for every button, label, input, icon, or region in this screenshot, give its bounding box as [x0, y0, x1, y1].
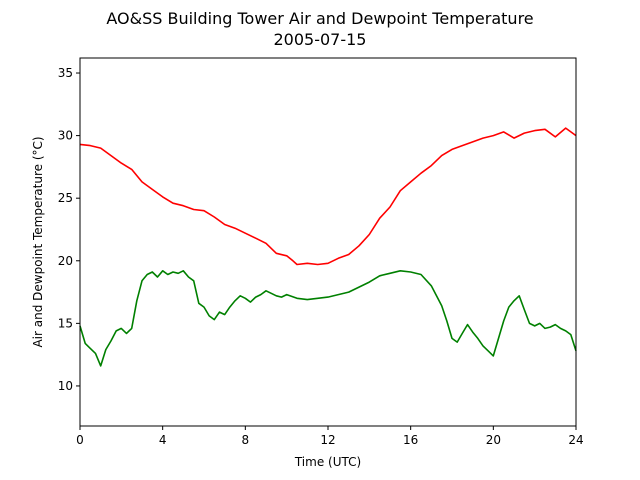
- y-tick-label: 10: [58, 379, 73, 393]
- x-tick-label: 20: [486, 433, 501, 447]
- y-tick-label: 25: [58, 191, 73, 205]
- x-tick-label: 24: [568, 433, 583, 447]
- axes-frame: [79, 57, 577, 427]
- y-axis-label: Air and Dewpoint Temperature (°C): [31, 136, 45, 347]
- chart-title: AO&SS Building Tower Air and Dewpoint Te…: [106, 9, 533, 28]
- y-tick-label: 20: [58, 254, 73, 268]
- y-tick-label: 35: [58, 66, 73, 80]
- series-line-0: [79, 127, 577, 266]
- x-tick-label: 8: [242, 433, 250, 447]
- series-layer: [79, 127, 577, 367]
- x-tick-label: 16: [403, 433, 418, 447]
- chart-subtitle: 2005-07-15: [274, 30, 367, 49]
- y-tick-label: 30: [58, 129, 73, 143]
- ticks-layer: 0 4 8 12 16 20 24 10 15 20 25 30 35: [58, 66, 584, 447]
- series-line-1: [79, 269, 577, 367]
- x-tick-label: 4: [159, 433, 167, 447]
- x-tick-label: 0: [76, 433, 84, 447]
- x-axis-label: Time (UTC): [294, 455, 361, 469]
- y-tick-label: 15: [58, 316, 73, 330]
- x-tick-label: 12: [320, 433, 335, 447]
